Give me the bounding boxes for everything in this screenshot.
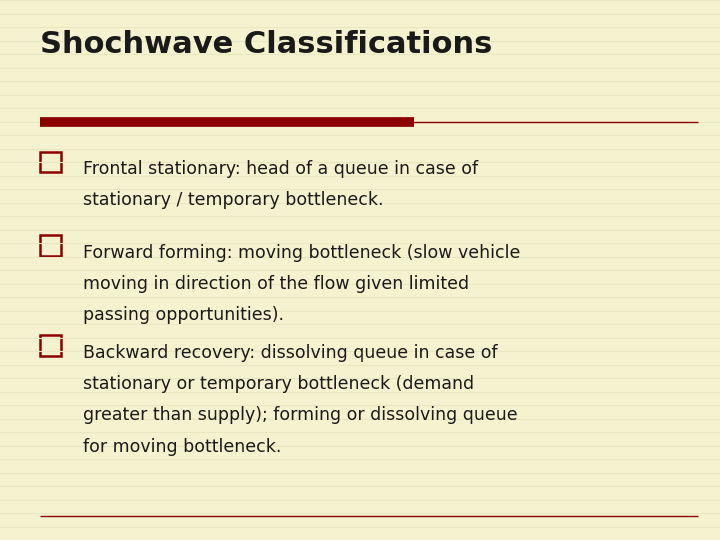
Text: Shochwave Classifications: Shochwave Classifications <box>40 30 492 59</box>
Text: Frontal stationary: head of a queue in case of: Frontal stationary: head of a queue in c… <box>83 160 478 178</box>
Text: stationary or temporary bottleneck (demand: stationary or temporary bottleneck (dema… <box>83 375 474 393</box>
Text: passing opportunities).: passing opportunities). <box>83 306 284 325</box>
Text: Forward forming: moving bottleneck (slow vehicle: Forward forming: moving bottleneck (slow… <box>83 244 520 262</box>
Text: stationary / temporary bottleneck.: stationary / temporary bottleneck. <box>83 191 383 210</box>
Bar <box>40 235 61 256</box>
Bar <box>40 335 61 356</box>
Bar <box>40 152 61 172</box>
Text: moving in direction of the flow given limited: moving in direction of the flow given li… <box>83 275 469 293</box>
Text: for moving bottleneck.: for moving bottleneck. <box>83 437 282 456</box>
Text: greater than supply); forming or dissolving queue: greater than supply); forming or dissolv… <box>83 406 518 424</box>
Text: Backward recovery: dissolving queue in case of: Backward recovery: dissolving queue in c… <box>83 343 498 362</box>
